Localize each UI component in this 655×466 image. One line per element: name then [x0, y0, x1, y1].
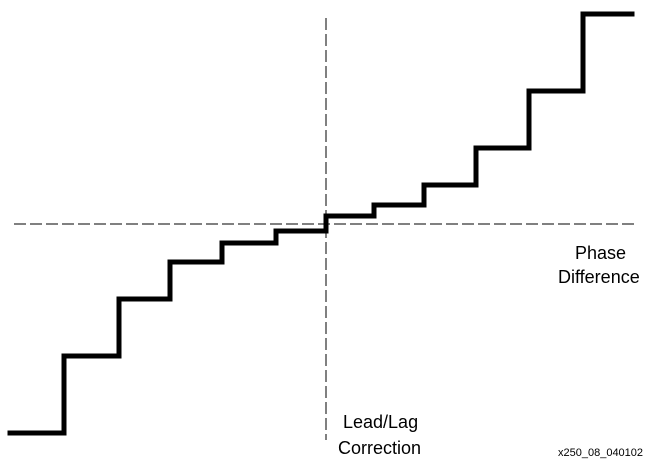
figure-id: x250_08_040102 [558, 447, 643, 459]
staircase-curve [7, 11, 635, 436]
y-axis-label-line2: Correction [338, 438, 421, 458]
x-axis-label-line1: Phase [575, 243, 626, 263]
x-axis-label-line2: Difference [558, 267, 640, 287]
y-axis-label-line1: Lead/Lag [343, 412, 418, 432]
